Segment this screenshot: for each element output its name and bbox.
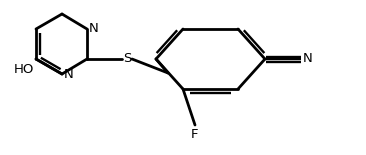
Text: S: S — [123, 53, 131, 66]
Text: N: N — [89, 22, 99, 35]
Text: N: N — [303, 53, 313, 66]
Text: HO: HO — [14, 63, 34, 76]
Text: N: N — [64, 67, 74, 80]
Text: F: F — [191, 128, 199, 141]
